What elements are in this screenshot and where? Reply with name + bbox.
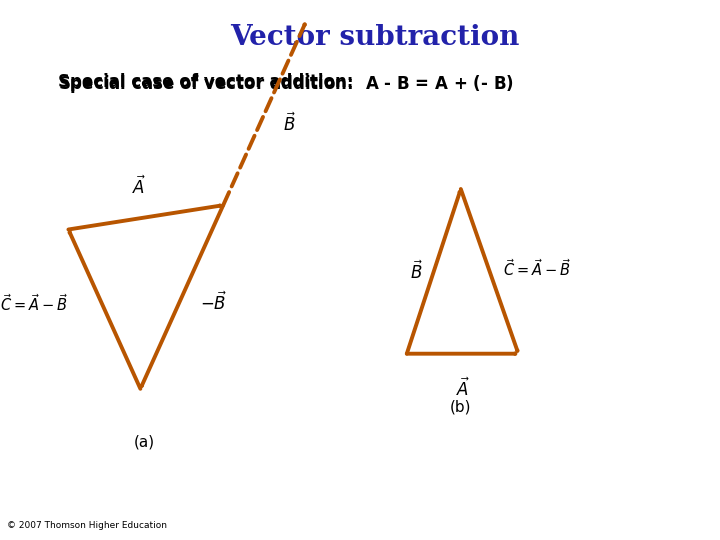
Text: $\vec{A}$: $\vec{A}$ — [132, 176, 145, 199]
Text: Vector subtraction: Vector subtraction — [230, 24, 519, 51]
Text: (b): (b) — [450, 400, 472, 415]
Text: $\vec{C}=\vec{A}-\vec{B}$: $\vec{C}=\vec{A}-\vec{B}$ — [0, 293, 68, 314]
Text: Special case of vector addition:: Special case of vector addition: — [58, 73, 364, 91]
Text: $\vec{B}$: $\vec{B}$ — [283, 113, 296, 136]
Text: $-\vec{B}$: $-\vec{B}$ — [200, 291, 227, 314]
Text: $\vec{A}$: $\vec{A}$ — [456, 378, 469, 401]
Text: $\vec{B}$: $\vec{B}$ — [410, 260, 423, 282]
Text: Special case of vector addition:  $\mathbf{A}$ - $\mathbf{B}$ = $\mathbf{A}$ + (: Special case of vector addition: $\mathb… — [58, 73, 513, 95]
Text: © 2007 Thomson Higher Education: © 2007 Thomson Higher Education — [7, 521, 167, 530]
Text: $\vec{C}=\vec{A}-\vec{B}$: $\vec{C}=\vec{A}-\vec{B}$ — [503, 258, 571, 279]
Text: (a): (a) — [133, 435, 155, 450]
